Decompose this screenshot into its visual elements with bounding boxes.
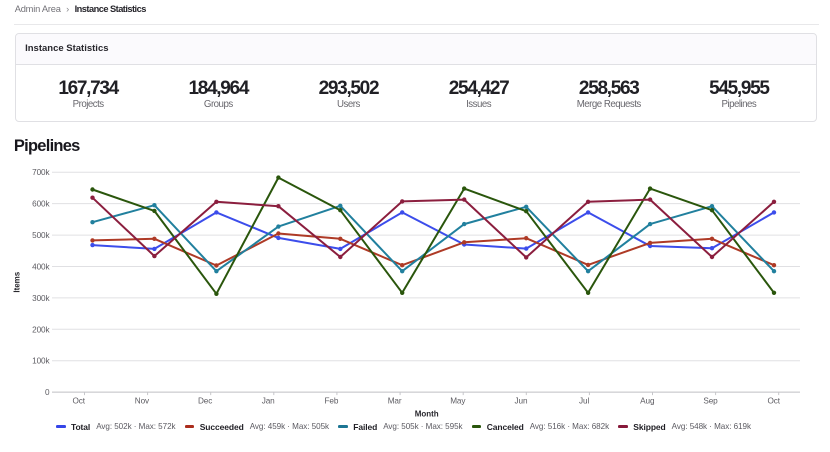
svg-text:Jun: Jun [515,396,528,405]
svg-text:Feb: Feb [324,396,338,405]
svg-text:600k: 600k [32,200,50,209]
svg-text:Sep: Sep [703,396,718,405]
svg-text:Oct: Oct [767,396,780,405]
svg-text:Nov: Nov [135,396,150,405]
svg-text:Month: Month [415,409,439,418]
svg-text:500k: 500k [32,231,50,240]
svg-text:Aug: Aug [640,396,655,405]
svg-text:100k: 100k [32,357,50,366]
svg-text:Oct: Oct [72,396,85,405]
svg-text:300k: 300k [32,294,50,303]
svg-text:Jul: Jul [579,396,589,405]
svg-text:Mar: Mar [388,396,402,405]
svg-text:700k: 700k [32,168,50,177]
svg-text:Items: Items [13,271,22,292]
svg-text:0: 0 [45,388,50,397]
svg-text:May: May [450,396,466,405]
svg-text:400k: 400k [32,263,50,272]
svg-text:200k: 200k [32,325,50,334]
svg-text:Dec: Dec [198,396,212,405]
svg-text:Jan: Jan [262,396,275,405]
